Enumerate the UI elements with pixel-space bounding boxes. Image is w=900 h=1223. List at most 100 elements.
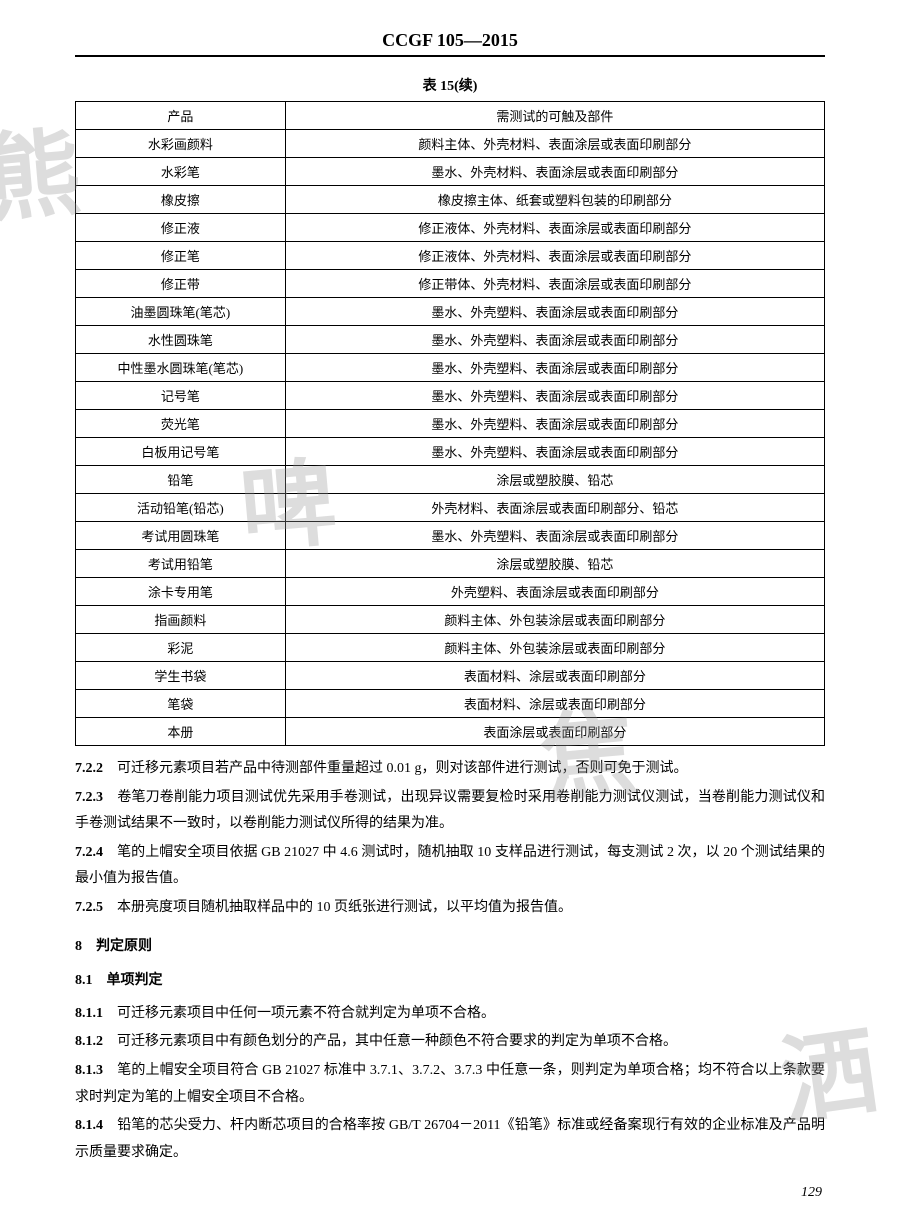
table-cell: 表面涂层或表面印刷部分 (285, 718, 824, 746)
table-cell: 本册 (76, 718, 286, 746)
table-cell: 中性墨水圆珠笔(笔芯) (76, 354, 286, 382)
table-cell: 墨水、外壳塑料、表面涂层或表面印刷部分 (285, 522, 824, 550)
clause-text: 可迁移元素项目中任何一项元素不符合就判定为单项不合格。 (103, 1006, 495, 1021)
table-cell: 外壳材料、表面涂层或表面印刷部分、铅芯 (285, 494, 824, 522)
clause-7-2-3: 7.2.3 卷笔刀卷削能力项目测试优先采用手卷测试，出现异议需要复检时采用卷削能… (75, 785, 825, 838)
table-row: 铅笔涂层或塑胶膜、铅芯 (76, 466, 825, 494)
table-header-cell: 产品 (76, 102, 286, 130)
clause-num: 8.1.2 (75, 1034, 103, 1049)
table-cell: 颜料主体、外包装涂层或表面印刷部分 (285, 606, 824, 634)
table-row: 本册表面涂层或表面印刷部分 (76, 718, 825, 746)
table-row: 活动铅笔(铅芯)外壳材料、表面涂层或表面印刷部分、铅芯 (76, 494, 825, 522)
table-row: 学生书袋表面材料、涂层或表面印刷部分 (76, 662, 825, 690)
body-text: 7.2.2 可迁移元素项目若产品中待测部件重量超过 0.01 g，则对该部件进行… (75, 756, 825, 1166)
table-row: 笔袋表面材料、涂层或表面印刷部分 (76, 690, 825, 718)
table-cell: 涂卡专用笔 (76, 578, 286, 606)
table-cell: 墨水、外壳材料、表面涂层或表面印刷部分 (285, 158, 824, 186)
table-cell: 指画颜料 (76, 606, 286, 634)
table-cell: 颜料主体、外壳材料、表面涂层或表面印刷部分 (285, 130, 824, 158)
clause-num: 7.2.4 (75, 845, 103, 860)
table-cell: 荧光笔 (76, 410, 286, 438)
table-row: 油墨圆珠笔(笔芯)墨水、外壳塑料、表面涂层或表面印刷部分 (76, 298, 825, 326)
table-cell: 修正液体、外壳材料、表面涂层或表面印刷部分 (285, 242, 824, 270)
clause-text: 可迁移元素项目中有颜色划分的产品，其中任意一种颜色不符合要求的判定为单项不合格。 (103, 1034, 677, 1049)
table-row: 指画颜料颜料主体、外包装涂层或表面印刷部分 (76, 606, 825, 634)
table-header-cell: 需测试的可触及部件 (285, 102, 824, 130)
table-row: 彩泥颜料主体、外包装涂层或表面印刷部分 (76, 634, 825, 662)
table-cell: 水彩画颜料 (76, 130, 286, 158)
table-cell: 考试用铅笔 (76, 550, 286, 578)
table-row: 考试用铅笔涂层或塑胶膜、铅芯 (76, 550, 825, 578)
clause-text: 铅笔的芯尖受力、杆内断芯项目的合格率按 GB/T 26704－2011《铅笔》标… (75, 1118, 825, 1160)
header-rule (75, 55, 825, 57)
table-cell: 考试用圆珠笔 (76, 522, 286, 550)
clause-7-2-4: 7.2.4 笔的上帽安全项目依据 GB 21027 中 4.6 测试时，随机抽取… (75, 840, 825, 893)
table-cell: 墨水、外壳塑料、表面涂层或表面印刷部分 (285, 354, 824, 382)
table-cell: 橡皮擦 (76, 186, 286, 214)
table-row: 水彩画颜料颜料主体、外壳材料、表面涂层或表面印刷部分 (76, 130, 825, 158)
clause-num: 8.1.4 (75, 1118, 103, 1133)
table-row: 水彩笔墨水、外壳材料、表面涂层或表面印刷部分 (76, 158, 825, 186)
table-cell: 表面材料、涂层或表面印刷部分 (285, 662, 824, 690)
clause-text: 卷笔刀卷削能力项目测试优先采用手卷测试，出现异议需要复检时采用卷削能力测试仪测试… (75, 790, 825, 832)
clause-8-1-4: 8.1.4 铅笔的芯尖受力、杆内断芯项目的合格率按 GB/T 26704－201… (75, 1113, 825, 1166)
table-cell: 笔袋 (76, 690, 286, 718)
table-cell: 外壳塑料、表面涂层或表面印刷部分 (285, 578, 824, 606)
table-row: 修正笔修正液体、外壳材料、表面涂层或表面印刷部分 (76, 242, 825, 270)
table-cell: 彩泥 (76, 634, 286, 662)
table-cell: 白板用记号笔 (76, 438, 286, 466)
table-cell: 记号笔 (76, 382, 286, 410)
clause-num: 8.1.1 (75, 1006, 103, 1021)
clause-num: 7.2.2 (75, 761, 103, 776)
clause-text: 笔的上帽安全项目符合 GB 21027 标准中 3.7.1、3.7.2、3.7.… (75, 1063, 825, 1105)
clause-7-2-5: 7.2.5 本册亮度项目随机抽取样品中的 10 页纸张进行测试，以平均值为报告值… (75, 895, 825, 922)
clause-num: 8.1.3 (75, 1063, 103, 1078)
table-row: 修正带修正带体、外壳材料、表面涂层或表面印刷部分 (76, 270, 825, 298)
table-caption: 表 15(续) (75, 75, 825, 95)
table-cell: 墨水、外壳塑料、表面涂层或表面印刷部分 (285, 326, 824, 354)
table-cell: 学生书袋 (76, 662, 286, 690)
clause-8-1-3: 8.1.3 笔的上帽安全项目符合 GB 21027 标准中 3.7.1、3.7.… (75, 1058, 825, 1111)
table-cell: 修正液 (76, 214, 286, 242)
table-cell: 涂层或塑胶膜、铅芯 (285, 550, 824, 578)
table-header-row: 产品需测试的可触及部件 (76, 102, 825, 130)
table-row: 中性墨水圆珠笔(笔芯)墨水、外壳塑料、表面涂层或表面印刷部分 (76, 354, 825, 382)
clause-text: 本册亮度项目随机抽取样品中的 10 页纸张进行测试，以平均值为报告值。 (103, 900, 572, 915)
table-cell: 颜料主体、外包装涂层或表面印刷部分 (285, 634, 824, 662)
table-row: 涂卡专用笔外壳塑料、表面涂层或表面印刷部分 (76, 578, 825, 606)
table-cell: 活动铅笔(铅芯) (76, 494, 286, 522)
table-row: 水性圆珠笔墨水、外壳塑料、表面涂层或表面印刷部分 (76, 326, 825, 354)
table-cell: 墨水、外壳塑料、表面涂层或表面印刷部分 (285, 382, 824, 410)
table-cell: 油墨圆珠笔(笔芯) (76, 298, 286, 326)
table-cell: 橡皮擦主体、纸套或塑料包装的印刷部分 (285, 186, 824, 214)
table-cell: 墨水、外壳塑料、表面涂层或表面印刷部分 (285, 410, 824, 438)
table-cell: 墨水、外壳塑料、表面涂层或表面印刷部分 (285, 438, 824, 466)
table-cell: 修正液体、外壳材料、表面涂层或表面印刷部分 (285, 214, 824, 242)
table-row: 荧光笔墨水、外壳塑料、表面涂层或表面印刷部分 (76, 410, 825, 438)
clause-text: 笔的上帽安全项目依据 GB 21027 中 4.6 测试时，随机抽取 10 支样… (75, 845, 825, 887)
table-cell: 涂层或塑胶膜、铅芯 (285, 466, 824, 494)
parts-table: 产品需测试的可触及部件水彩画颜料颜料主体、外壳材料、表面涂层或表面印刷部分水彩笔… (75, 101, 825, 746)
clause-8-1-1: 8.1.1 可迁移元素项目中任何一项元素不符合就判定为单项不合格。 (75, 1001, 825, 1028)
clause-num: 7.2.5 (75, 900, 103, 915)
watermark-char: 熊 (0, 96, 86, 241)
clause-7-2-2: 7.2.2 可迁移元素项目若产品中待测部件重量超过 0.01 g，则对该部件进行… (75, 756, 825, 783)
table-cell: 铅笔 (76, 466, 286, 494)
clause-text: 可迁移元素项目若产品中待测部件重量超过 0.01 g，则对该部件进行测试，否则可… (103, 761, 688, 776)
table-row: 白板用记号笔墨水、外壳塑料、表面涂层或表面印刷部分 (76, 438, 825, 466)
table-row: 橡皮擦橡皮擦主体、纸套或塑料包装的印刷部分 (76, 186, 825, 214)
table-row: 修正液修正液体、外壳材料、表面涂层或表面印刷部分 (76, 214, 825, 242)
section-8-heading: 8 判定原则 (75, 934, 825, 961)
table-cell: 墨水、外壳塑料、表面涂层或表面印刷部分 (285, 298, 824, 326)
table-cell: 表面材料、涂层或表面印刷部分 (285, 690, 824, 718)
page-number: 129 (801, 1185, 822, 1201)
clause-8-1-2: 8.1.2 可迁移元素项目中有颜色划分的产品，其中任意一种颜色不符合要求的判定为… (75, 1029, 825, 1056)
document-header: CCGF 105—2015 (75, 30, 825, 51)
table-cell: 修正笔 (76, 242, 286, 270)
table-cell: 水性圆珠笔 (76, 326, 286, 354)
section-8-1-heading: 8.1 单项判定 (75, 968, 825, 995)
table-cell: 水彩笔 (76, 158, 286, 186)
table-row: 考试用圆珠笔墨水、外壳塑料、表面涂层或表面印刷部分 (76, 522, 825, 550)
table-cell: 修正带 (76, 270, 286, 298)
table-row: 记号笔墨水、外壳塑料、表面涂层或表面印刷部分 (76, 382, 825, 410)
